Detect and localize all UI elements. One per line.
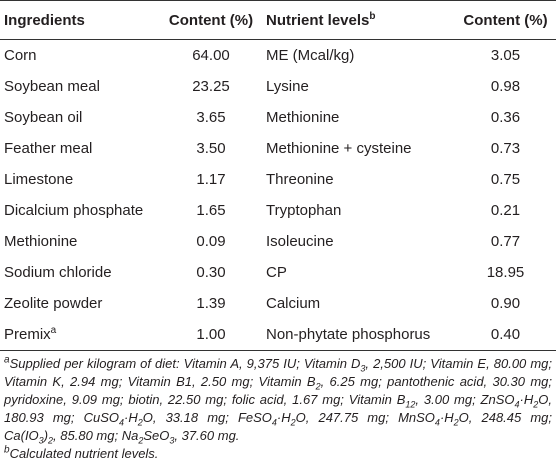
footnote-text: ) [43, 428, 49, 443]
table-row: Soybean oil 3.65 Methionine 0.36 [0, 102, 556, 133]
footnote-text: ·H [439, 410, 454, 425]
content-cell: 23.25 [192, 78, 230, 95]
column-header: Content (%) [160, 0, 262, 40]
name-cell: Corn [4, 47, 37, 64]
subscript: 4 [271, 417, 277, 428]
content-cell: 1.39 [196, 295, 226, 312]
content-cell: 0.30 [196, 264, 226, 281]
subscript: 2 [48, 435, 54, 446]
content-cell: 0.75 [490, 171, 521, 188]
content-cell: 18.95 [486, 264, 525, 281]
name-cell: Zeolite powder [4, 295, 103, 312]
footnote-text: O, 180.93 mg; CuSO [4, 392, 552, 425]
footnote-mark: a [4, 354, 10, 366]
footnote-text: ·H [276, 410, 291, 425]
name-cell: Methionine [266, 109, 340, 126]
subscript: 4 [119, 417, 125, 428]
subscript: 2 [315, 381, 321, 392]
footnote-text: SeO [143, 428, 170, 443]
column-header: Ingredients [0, 0, 160, 40]
subscript: 2 [533, 399, 539, 410]
table-row: Premixa 1.00 Non-phytate phosphorus 0.40 [0, 319, 556, 351]
content-cell: 0.21 [490, 202, 521, 219]
footnote-text: , 3.00 mg; ZnSO [415, 392, 515, 407]
content-cell: 1.00 [160, 319, 262, 351]
footnote-text: ·H [519, 392, 534, 407]
name-cell: Non-phytate phosphorus [262, 319, 455, 351]
content-cell: 0.73 [490, 140, 521, 157]
column-header: Content (%) [455, 0, 556, 40]
footnote-text: O, 247.75 mg; MnSO [295, 410, 435, 425]
name-cell: Sodium chloride [4, 264, 112, 281]
footnote: aSupplied per kilogram of diet: Vitamin … [4, 355, 552, 445]
name-cell: ME (Mcal/kg) [266, 47, 355, 64]
table-row: Dicalcium phosphate 1.65 Tryptophan 0.21 [0, 195, 556, 226]
subscript: 3 [38, 435, 44, 446]
name-cell: Calcium [266, 295, 321, 312]
note-mark: a [50, 325, 57, 336]
footnote-text: Supplied per kilogram of diet: Vitamin A… [9, 356, 361, 371]
name-cell-text: Premix [4, 326, 51, 343]
footnote-text: , 37.60 mg. [174, 428, 240, 443]
subscript: 2 [137, 417, 143, 428]
table-row: Feather meal 3.50 Methionine + cysteine 0.7… [0, 133, 556, 164]
footnote: bCalculated nutrient levels. [4, 445, 552, 463]
name-cell: Soybean oil [4, 109, 83, 126]
content-cell: 0.09 [196, 233, 226, 250]
content-cell: 0.90 [490, 295, 521, 312]
footnote-text: , 6.25 mg; pantothenic acid, 30.30 mg; p… [4, 374, 552, 407]
table-row: Sodium chloride 0.30 CP 18.95 [0, 257, 556, 288]
table-row: Limestone 1.17 Threonine 0.75 [0, 164, 556, 195]
footnote-text: , 2,500 IU; Vitamin E, 80.00 mg; Vitamin… [4, 356, 552, 389]
footnote-text: ·H [124, 410, 138, 425]
footnote-text: O, 248.45 mg; Ca(IO [4, 410, 552, 443]
name-cell: Methionine + cysteine [266, 140, 412, 157]
table-body: Corn 64.00 ME (Mcal/kg) 3.05 Soybean meal 23.… [0, 40, 556, 351]
footnotes: aSupplied per kilogram of diet: Vitamin … [0, 351, 556, 463]
subscript: 3 [360, 363, 366, 374]
name-cell: Limestone [4, 171, 74, 188]
footnote-text: O, 33.18 mg; FeSO [142, 410, 272, 425]
footnote-text: Calculated nutrient levels. [9, 446, 159, 461]
name-cell: Methionine [4, 233, 78, 250]
footnote-text: , 85.80 mg; Na [53, 428, 139, 443]
content-cell: 1.65 [196, 202, 226, 219]
subscript: 3 [169, 435, 175, 446]
content-cell: 3.05 [490, 47, 521, 64]
content-cell: 1.17 [196, 171, 226, 188]
table-row: Methionine 0.09 Isoleucine 0.77 [0, 226, 556, 257]
content-cell: 3.50 [196, 140, 226, 157]
name-cell: CP [266, 264, 287, 281]
content-cell: 0.77 [490, 233, 521, 250]
content-cell: 0.36 [490, 109, 521, 126]
column-header: Nutrient levelsb [262, 0, 455, 40]
subscript: 12 [405, 399, 416, 410]
name-cell: Soybean meal [4, 78, 100, 95]
name-cell: Premixa [0, 319, 160, 351]
table-row: Zeolite powder 1.39 Calcium 0.90 [0, 288, 556, 319]
note-mark: b [369, 10, 376, 22]
content-cell: 64.00 [192, 47, 230, 64]
table-row: Soybean meal 23.25 Lysine 0.98 [0, 71, 556, 102]
header-row: Ingredients Content (%) Nutrient levelsb Co… [0, 0, 556, 40]
subscript: 4 [514, 399, 520, 410]
subscript: 4 [434, 417, 440, 428]
content-cell: 3.65 [196, 109, 226, 126]
name-cell: Tryptophan [266, 202, 342, 219]
name-cell: Isoleucine [266, 233, 334, 250]
column-header-text: Nutrient levels [266, 11, 370, 29]
name-cell: Threonine [266, 171, 334, 188]
footnote-mark: b [4, 444, 10, 456]
subscript: 2 [290, 417, 296, 428]
table-row: Corn 64.00 ME (Mcal/kg) 3.05 [0, 40, 556, 72]
content-cell: 0.98 [490, 78, 521, 95]
name-cell: Dicalcium phosphate [4, 202, 144, 219]
subscript: 2 [453, 417, 459, 428]
table: Ingredients Content (%) Nutrient levelsb Co… [0, 0, 556, 351]
name-cell: Feather meal [4, 140, 93, 157]
content-cell: 0.40 [455, 319, 556, 351]
subscript: 2 [138, 435, 144, 446]
name-cell: Lysine [266, 78, 309, 95]
